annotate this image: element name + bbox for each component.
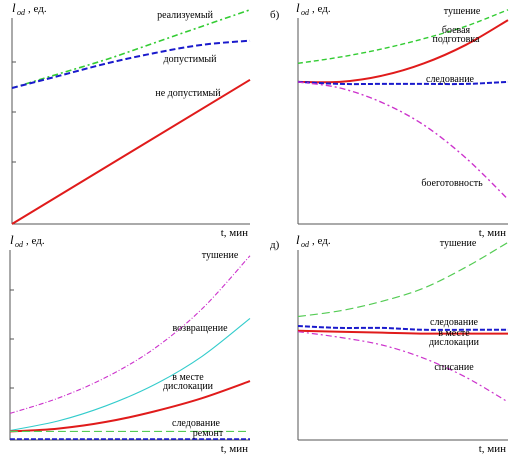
x-axis-label: t, мин <box>479 443 506 454</box>
chart-panel-2: l od, ед. t, мин б) тушение боевая подготовка с… <box>270 0 509 239</box>
series-label-1: реализуемый <box>157 10 214 21</box>
series-label-4: боеготовность <box>421 178 483 189</box>
series-line-4 <box>297 331 509 403</box>
series-label-5: ремонт <box>193 428 224 439</box>
y-axis-label-unit: , ед. <box>312 235 331 247</box>
series-label-3: следование <box>426 74 475 85</box>
series-line-1 <box>297 9 509 64</box>
series-label-1: тушение <box>444 6 481 17</box>
series-line-3 <box>9 380 251 433</box>
series-line-3 <box>11 78 251 225</box>
y-axis-label-subscript: od <box>301 240 310 249</box>
panel-label: д) <box>270 239 280 251</box>
series-line-2 <box>11 39 251 89</box>
series-label-1: тушение <box>202 250 239 261</box>
series-label-4: списание <box>434 362 474 373</box>
chart-panel-3: l od, ед. t, мин тушение возвращение в месте д… <box>9 232 251 454</box>
series-line-1 <box>11 9 251 89</box>
panel-label: б) <box>270 9 280 21</box>
y-axis-label-unit: , ед. <box>312 3 331 15</box>
y-axis-label-subscript: od <box>17 8 26 17</box>
series-label-3: в месте дислокации <box>163 372 214 392</box>
series-line-2 <box>297 325 508 331</box>
y-axis-label-subscript: od <box>15 240 24 249</box>
y-axis-label-subscript: od <box>301 8 310 17</box>
y-axis-label: l <box>10 232 14 247</box>
series-line-3 <box>297 80 509 86</box>
series-line-2 <box>297 19 509 84</box>
y-axis-label: l <box>12 0 16 15</box>
series-label-3: в месте дислокации <box>429 328 480 348</box>
series-line-1 <box>9 255 251 414</box>
series-label-1: тушение <box>440 238 477 249</box>
series-label-2: возвращение <box>172 323 228 334</box>
y-axis-label: l <box>296 0 300 15</box>
x-axis-label: t, мин <box>479 227 506 239</box>
series-label-2: допустимый <box>164 54 218 65</box>
y-axis-label-unit: , ед. <box>28 3 47 15</box>
series-line-2 <box>9 317 251 432</box>
series-line-1 <box>297 241 509 318</box>
chart-panel-1: l od, ед. t, мин реализуемый допустимый не до… <box>11 0 251 239</box>
series-label-3: не допустимый <box>155 88 221 99</box>
x-axis-label: t, мин <box>221 227 248 239</box>
series-label-2: боевая подготовка <box>433 25 481 45</box>
y-axis-label: l <box>296 232 300 247</box>
x-axis-label: t, мин <box>221 443 248 454</box>
series-line-4 <box>297 81 509 200</box>
series-label-2: следование <box>430 317 479 328</box>
series-label-4: следование <box>172 418 221 429</box>
series-line-3 <box>297 329 508 335</box>
y-axis-label-unit: , ед. <box>26 235 45 247</box>
